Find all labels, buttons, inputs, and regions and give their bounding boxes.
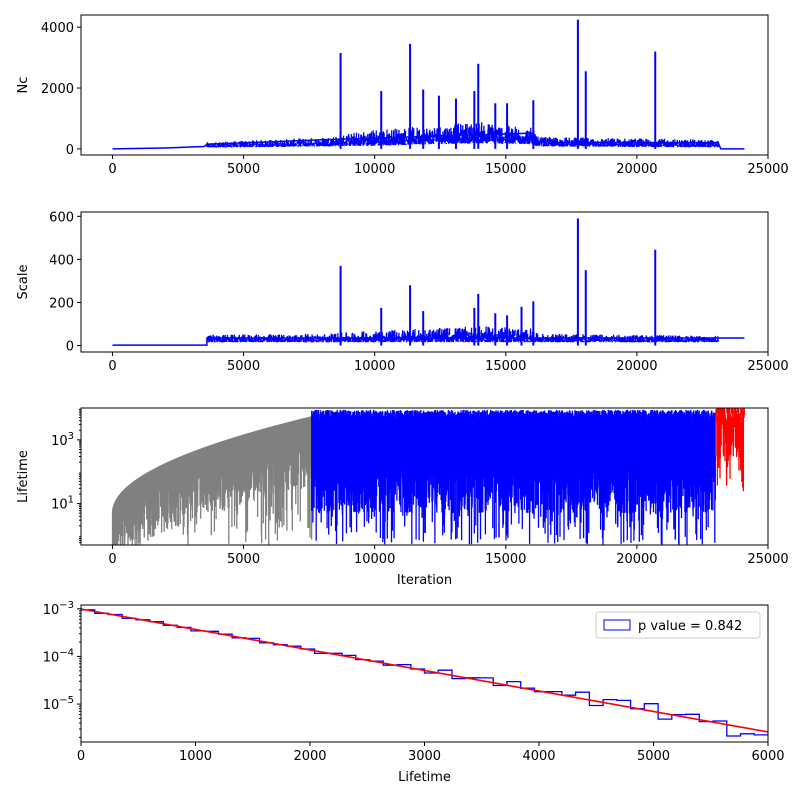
- lifetime-iteration-panel: 0 5000 10000 15000 20000 25000 101 103 Lifetime I…: [16, 407, 789, 588]
- x-tick-label-2: 10000: [354, 359, 395, 374]
- x-tick-label-0: 0: [108, 359, 116, 374]
- nc-panel: 0 5000 10000 15000 20000 25000 0 2000 4000 Nc: [16, 14, 789, 177]
- series-0-band: [206, 326, 719, 343]
- x-tick-label-3: 15000: [485, 359, 526, 374]
- x-tick-label-0: 0: [108, 162, 116, 177]
- y-tick-label-1: 2000: [41, 82, 74, 97]
- series-0-line: [112, 337, 745, 346]
- y-axis-label: Nc: [16, 77, 31, 94]
- y-tick-label-0: 0: [66, 143, 74, 158]
- y-tick-label-2: 10−3: [43, 600, 74, 618]
- y-tick-label-3: 600: [49, 210, 74, 225]
- y-axis-label: Lifetime: [16, 450, 31, 503]
- series-1-trace: [311, 409, 717, 545]
- legend-label: p value = 0.842: [638, 619, 742, 634]
- legend: p value = 0.842: [595, 611, 761, 639]
- x-tick-label-1: 5000: [227, 162, 260, 177]
- axes-frame: [80, 211, 769, 353]
- y-axis-label: Scale: [16, 265, 31, 300]
- x-tick-label-3: 3000: [408, 749, 441, 764]
- x-tick-label-1: 5000: [227, 552, 260, 567]
- y-tick-label-1: 103: [51, 431, 74, 449]
- axes-frame: [80, 14, 769, 156]
- x-tick-label-5: 25000: [747, 552, 788, 567]
- x-axis-label: Lifetime: [398, 770, 451, 785]
- plot-area: [112, 218, 745, 346]
- x-tick-label-5: 25000: [747, 359, 788, 374]
- scale-panel: 0 5000 10000 15000 20000 25000 0 200 400 600 Scale: [16, 210, 789, 374]
- x-axis-label: Iteration: [397, 573, 452, 588]
- x-tick-label-3: 15000: [485, 162, 526, 177]
- series-0-band: [206, 122, 719, 148]
- x-tick-label-4: 20000: [616, 162, 657, 177]
- y-tick-label-0: 0: [66, 340, 74, 355]
- y-tick-label-2: 400: [49, 253, 74, 268]
- legend-swatch: [603, 619, 631, 631]
- series-2-trace: [714, 408, 745, 492]
- x-tick-label-1: 5000: [227, 359, 260, 374]
- plot-area: [112, 19, 745, 150]
- y-tick-label-1: 200: [49, 296, 74, 311]
- y-tick-label-2: 4000: [41, 21, 74, 36]
- x-tick-label-1: 1000: [179, 749, 212, 764]
- x-tick-label-0: 0: [108, 552, 116, 567]
- plot-area: [111, 408, 745, 545]
- lifetime-histogram-panel: 0 1000 2000 3000 4000 5000 6000 10−5 10−4 10−3 Lif…: [43, 600, 785, 785]
- x-tick-label-4: 20000: [616, 552, 657, 567]
- x-tick-label-5: 25000: [747, 162, 788, 177]
- y-tick-label-0: 10−5: [43, 695, 74, 713]
- x-tick-label-2: 10000: [354, 552, 395, 567]
- x-tick-label-3: 15000: [485, 552, 526, 567]
- plot-area: [81, 608, 768, 737]
- x-tick-label-5: 5000: [637, 749, 670, 764]
- y-tick-label-0: 101: [51, 495, 74, 513]
- legend-box: [595, 611, 761, 639]
- x-tick-label-0: 0: [77, 749, 85, 764]
- x-tick-label-2: 2000: [293, 749, 326, 764]
- y-tick-label-1: 10−4: [43, 647, 74, 665]
- x-tick-label-6: 6000: [751, 749, 784, 764]
- x-tick-label-4: 4000: [522, 749, 555, 764]
- x-tick-label-4: 20000: [616, 359, 657, 374]
- x-tick-label-2: 10000: [354, 162, 395, 177]
- fit-line: [81, 608, 768, 733]
- series-0-trace: [111, 416, 313, 545]
